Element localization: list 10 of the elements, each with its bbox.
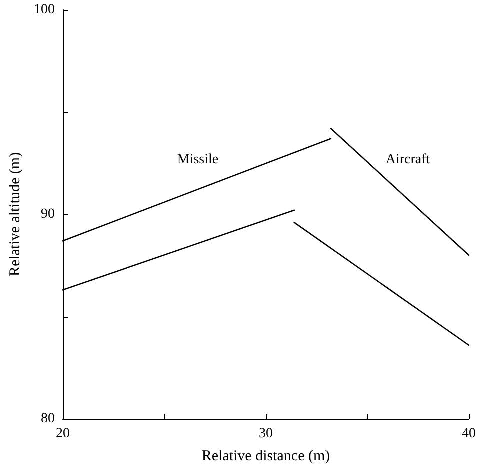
y-axis-title: Relative altitude (m)	[8, 152, 24, 277]
annotation: Aircraft	[386, 152, 430, 168]
y-tick-label: 90	[41, 207, 55, 222]
annotation: Missile	[177, 152, 219, 168]
y-tick-label: 80	[41, 412, 55, 426]
x-tick-label: 30	[259, 426, 273, 442]
x-tick-label: 20	[56, 426, 70, 442]
y-tick-label: 100	[34, 2, 55, 18]
x-axis-title: Relative distance (m)	[202, 448, 330, 464]
x-tick-label: 40	[462, 426, 476, 442]
